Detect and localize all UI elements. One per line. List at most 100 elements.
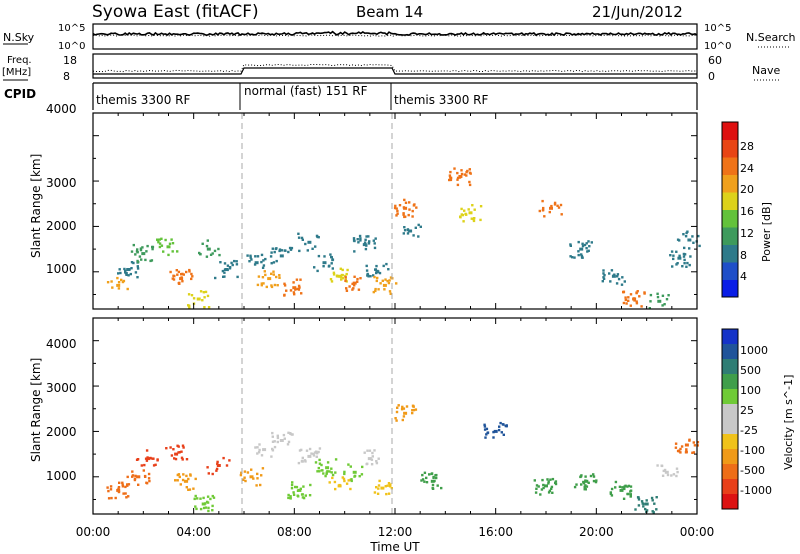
velocity-cell (696, 441, 700, 444)
power-cell (330, 280, 334, 283)
power-cell (601, 280, 604, 283)
velocity-cells (106, 404, 700, 514)
velocity-cell (187, 477, 190, 481)
power-cell (292, 291, 296, 294)
velocity-cell (201, 502, 206, 506)
power-cell (339, 275, 343, 279)
power-cell (636, 290, 639, 293)
velocity-cell (502, 423, 505, 426)
velocity-cell (670, 474, 673, 477)
velocity-cell (375, 486, 378, 489)
velocity-cell (547, 482, 550, 485)
power-axis-ticks (92, 112, 698, 309)
velocity-cell (317, 466, 320, 470)
power-cell (261, 276, 265, 279)
power-cell (275, 247, 278, 250)
power-cell (640, 305, 643, 308)
power-cell (267, 277, 272, 281)
power-cell (132, 243, 135, 247)
power-cell (340, 278, 343, 281)
velocity-cell (542, 483, 545, 487)
power-cell (366, 272, 369, 276)
power-cell (692, 241, 695, 244)
velocity-cell (211, 509, 214, 512)
velocity-cell (273, 440, 276, 443)
velocity-cell (297, 488, 302, 492)
velocity-cell (179, 483, 182, 486)
velocity-cell (117, 489, 120, 493)
power-cell (456, 171, 459, 175)
velocity-cell (431, 486, 434, 490)
power-cell (470, 217, 473, 220)
velocity-cell (440, 486, 443, 490)
power-cell (372, 274, 375, 277)
velocity-cell (301, 459, 304, 463)
power-cell (569, 255, 572, 258)
power-cell (368, 240, 371, 243)
power-cell (602, 269, 605, 272)
velocity-colorbar-swatch (722, 479, 738, 495)
power-colorbar-tick: 12 (740, 227, 754, 240)
velocity-cell (318, 458, 321, 462)
freq-strip: Freq. [MHz] 18 8 60 0 Nave (2, 53, 780, 83)
velocity-cell (425, 481, 429, 484)
power-cell (203, 296, 206, 299)
power-cell (357, 288, 361, 291)
power-cell (300, 292, 303, 295)
velocity-cell (544, 484, 548, 488)
velocity-cell (580, 474, 583, 477)
velocity-cell (183, 480, 187, 483)
velocity-colorbar-swatch (722, 344, 738, 360)
power-cell (175, 269, 178, 272)
velocity-ylabel: Slant Range [km] (29, 358, 43, 462)
power-cell (205, 244, 209, 248)
velocity-cell (204, 506, 208, 509)
velocity-cell (206, 495, 210, 498)
power-cell (648, 307, 651, 310)
velocity-cell (373, 491, 377, 494)
velocity-cell (180, 450, 183, 453)
power-cell (116, 283, 121, 287)
power-cell (188, 304, 191, 307)
power-cell (177, 270, 181, 274)
velocity-cell (334, 458, 338, 461)
velocity-cell (434, 474, 437, 477)
power-cell (577, 253, 580, 257)
power-cell (620, 283, 624, 286)
power-cell (144, 258, 147, 262)
power-cell (123, 267, 126, 271)
velocity-cell (539, 493, 542, 496)
velocity-cell (334, 471, 337, 474)
power-colorbar-tick: 24 (740, 162, 754, 175)
velocity-cell (134, 474, 137, 478)
power-cell (199, 290, 203, 293)
power-cell (192, 297, 196, 300)
velocity-cell (350, 479, 353, 483)
velocity-colorbar-swatch (722, 434, 738, 450)
velocity-cell (400, 408, 404, 411)
power-cell (373, 246, 377, 250)
power-cell (417, 235, 420, 238)
power-cell (254, 261, 259, 265)
cpid-label: CPID (4, 87, 36, 101)
velocity-ytick: 2000 (46, 425, 77, 439)
freq-tick-top: 18 (63, 54, 77, 67)
velocity-ytick: 1000 (46, 469, 77, 483)
power-cell (256, 255, 260, 258)
power-cell (262, 259, 265, 262)
velocity-cell (363, 451, 366, 454)
power-cell (381, 279, 384, 282)
power-cell (162, 250, 165, 253)
power-cell (313, 266, 316, 269)
power-cell (260, 253, 264, 257)
power-cell (386, 279, 389, 283)
velocity-cell (366, 449, 369, 452)
velocity-cell (432, 475, 435, 479)
power-cell (672, 254, 675, 257)
power-cell (120, 278, 123, 282)
power-ytick: 4000 (46, 102, 77, 116)
power-cell (685, 265, 688, 268)
power-panel-bg (93, 113, 697, 309)
power-cell (280, 249, 283, 252)
power-cell (548, 210, 551, 214)
